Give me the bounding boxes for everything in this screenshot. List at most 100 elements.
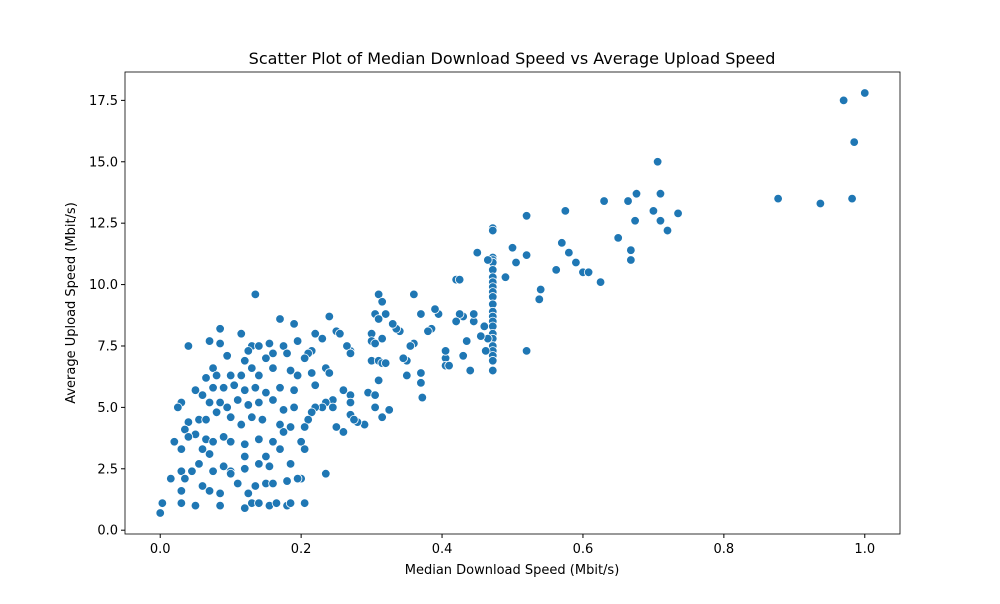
point [349, 414, 359, 425]
point [483, 255, 493, 265]
point [254, 434, 264, 445]
point [254, 341, 264, 351]
point [240, 503, 250, 513]
point [860, 88, 870, 98]
point [373, 314, 384, 324]
point [275, 444, 285, 454]
point [292, 370, 303, 381]
point [285, 459, 296, 469]
point [289, 402, 299, 413]
point [254, 498, 264, 508]
point [187, 466, 197, 476]
y-tick-label: 2.5 [97, 462, 118, 477]
chart-title: Scatter Plot of Median Download Speed vs… [249, 49, 776, 68]
point [444, 360, 454, 371]
point [310, 329, 320, 339]
point [247, 363, 257, 373]
point [338, 427, 349, 437]
point [299, 422, 310, 432]
point [183, 341, 194, 351]
point [299, 498, 310, 508]
point [215, 338, 225, 349]
point [190, 385, 201, 395]
point [236, 370, 246, 381]
point [292, 336, 303, 346]
point [488, 365, 498, 376]
point [370, 390, 380, 400]
point [451, 316, 461, 327]
point [204, 336, 215, 346]
point [500, 272, 511, 282]
point [377, 412, 387, 422]
point [321, 469, 331, 479]
point [222, 351, 232, 361]
point [458, 351, 468, 361]
point [299, 444, 310, 454]
point [250, 289, 261, 300]
point [535, 284, 546, 295]
point [481, 346, 491, 356]
point [380, 309, 391, 319]
point [261, 387, 271, 398]
point [176, 444, 187, 454]
point [673, 208, 683, 219]
x-tick-label: 1.0 [854, 542, 875, 557]
point [208, 466, 218, 476]
point [201, 414, 211, 425]
point [551, 265, 561, 275]
point [324, 311, 335, 322]
point [479, 321, 490, 332]
point [599, 196, 609, 206]
point [488, 356, 498, 366]
point [275, 383, 285, 393]
point [405, 341, 416, 351]
point [507, 243, 518, 253]
point [373, 375, 384, 386]
point [268, 363, 278, 373]
point [250, 383, 261, 393]
point [236, 419, 246, 430]
point [204, 397, 215, 408]
point [331, 422, 342, 432]
point [583, 267, 594, 277]
point [345, 348, 356, 359]
point [511, 257, 521, 268]
point [169, 437, 180, 447]
point [285, 365, 296, 376]
point [215, 488, 225, 499]
point [430, 304, 440, 314]
point [240, 356, 250, 366]
point [849, 137, 859, 147]
point [268, 437, 278, 447]
point [285, 498, 296, 508]
point [243, 400, 253, 410]
point [204, 449, 215, 459]
plot-frame [124, 71, 901, 535]
point [268, 395, 278, 405]
y-tick-label: 15.0 [89, 155, 118, 170]
point [250, 481, 261, 491]
point [557, 238, 567, 248]
point [208, 437, 218, 447]
point [488, 225, 498, 236]
point [595, 277, 606, 287]
x-tick-label: 0.8 [714, 542, 735, 557]
point [560, 206, 571, 216]
y-tick-label: 17.5 [89, 94, 118, 109]
point [261, 451, 271, 462]
point [157, 498, 168, 508]
point [264, 338, 275, 349]
point [623, 196, 633, 206]
point [176, 486, 187, 496]
point [218, 383, 229, 393]
point [225, 370, 236, 381]
point [838, 95, 849, 106]
point [317, 333, 327, 344]
point [268, 478, 278, 489]
point [289, 385, 299, 395]
y-axis-label: Average Upload Speed (Mbit/s) [64, 202, 79, 404]
point [534, 294, 544, 305]
point [469, 309, 479, 319]
point [271, 498, 282, 508]
